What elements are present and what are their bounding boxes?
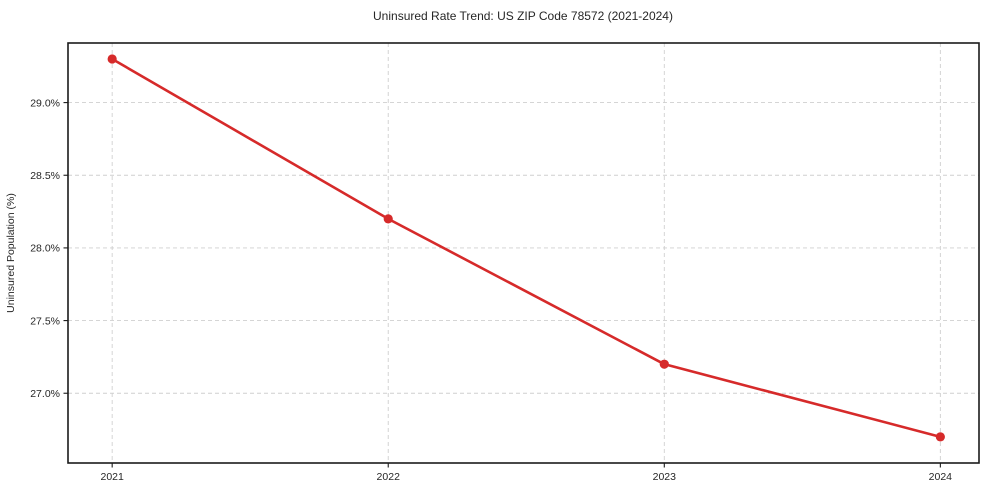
data-point: [659, 359, 669, 369]
y-axis-label: Uninsured Population (%): [5, 193, 17, 313]
data-point: [935, 432, 945, 442]
x-tick-label: 2023: [653, 471, 677, 483]
y-tick-label: 28.0%: [30, 243, 60, 255]
x-tick-label: 2024: [929, 471, 953, 483]
data-point: [383, 214, 393, 224]
data-series: [107, 54, 945, 442]
data-point: [107, 54, 117, 64]
trend-line: [110, 57, 942, 439]
plot-border: [67, 42, 980, 464]
y-tick-label: 29.0%: [30, 97, 60, 109]
y-tick-label: 27.0%: [30, 388, 60, 400]
x-tick-label: 2022: [377, 471, 401, 483]
y-tick-label: 28.5%: [30, 170, 60, 182]
x-tick-label: 2021: [100, 471, 124, 483]
gridlines: [68, 43, 979, 463]
chart-title: Uninsured Rate Trend: US ZIP Code 78572 …: [373, 9, 673, 23]
y-tick-label: 27.5%: [30, 315, 60, 327]
axis-ticks: 27.0% 27.5% 28.0% 28.5% 29.0% 2021 2022 2023 202…: [30, 97, 952, 483]
